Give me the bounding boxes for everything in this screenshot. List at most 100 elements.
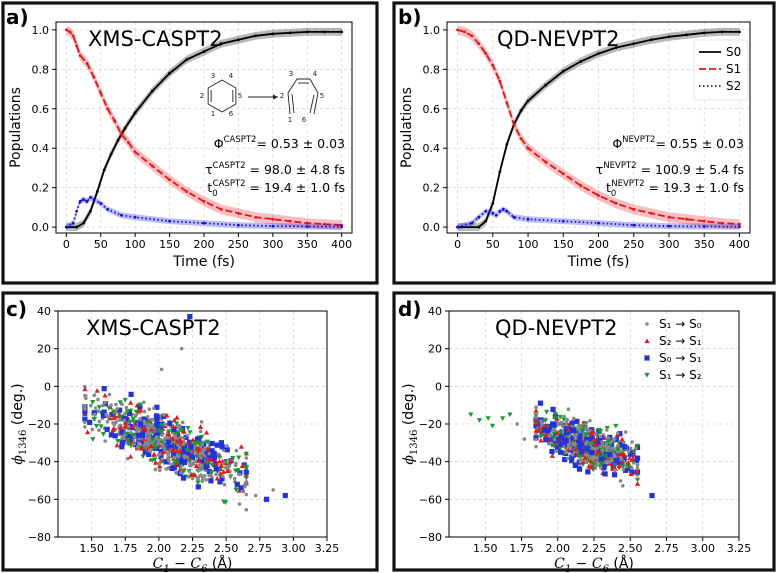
scatter-point-square — [135, 432, 142, 438]
point-S1 — [491, 63, 495, 67]
scatter-point-triangle-up — [157, 463, 163, 469]
scatter-point-triangle-down — [173, 431, 180, 437]
annotation-1: τNEVPT2 = 100.9 ± 5.4 fs — [596, 161, 744, 177]
point-S1 — [185, 190, 189, 193]
annotation-symbol: τ — [596, 162, 604, 177]
atom-number: 2 — [280, 92, 284, 100]
point-S1 — [271, 217, 275, 221]
scatter-point-square — [167, 420, 173, 426]
scatter-point-square — [158, 449, 164, 455]
x-axis-title: C1 − C6 (Å) — [554, 555, 634, 573]
scatter-point-outlier — [468, 412, 474, 418]
scatter-point-triangle-down — [576, 454, 582, 460]
scatter-point-circle — [600, 441, 605, 445]
point-S0 — [237, 38, 240, 42]
y-tick-label: 0.8 — [32, 63, 50, 76]
scatter-point-circle — [619, 457, 624, 462]
scatter-point-triangle-up — [593, 442, 599, 447]
scatter-point-circle — [147, 448, 152, 452]
scatter-point-triangle-down — [151, 443, 158, 448]
scatter-point-circle — [565, 417, 570, 422]
scatter-point-square — [563, 438, 569, 444]
scatter-point-circle — [123, 411, 128, 416]
scatter-point-triangle-down — [179, 428, 185, 433]
scatter-point-triangle-up — [579, 452, 585, 457]
point-S2 — [271, 224, 275, 228]
scatter-point-square — [623, 467, 629, 473]
x-tick-label: 3.00 — [281, 542, 306, 555]
y-tick-label: 0.0 — [423, 221, 441, 234]
y-title-unit: (deg.) — [401, 383, 417, 429]
scatter-point-triangle-up — [122, 420, 128, 425]
annotation-symbol: Φ — [612, 136, 622, 151]
scatter-point-circle — [214, 472, 218, 477]
scatter-point-circle — [121, 436, 126, 441]
x-axis-title: C1 − C6 (Å) — [153, 555, 233, 573]
scatter-point-triangle-up — [177, 448, 183, 454]
scatter-point-outlier — [489, 423, 496, 429]
point-S0 — [323, 30, 326, 34]
scatter-point-square — [234, 481, 240, 487]
point-S1 — [99, 91, 103, 95]
x-tick-label: 100 — [125, 238, 146, 251]
scatter-point-square — [186, 439, 193, 445]
scatter-point-triangle-down — [581, 425, 587, 430]
point-S2 — [501, 207, 505, 211]
scatter-point-triangle-down — [561, 417, 567, 423]
point-S1 — [254, 215, 258, 219]
point-S1 — [614, 202, 618, 205]
scatter-point-square — [619, 442, 625, 448]
scatter-point-square — [217, 479, 223, 485]
scatter-point-triangle-down — [195, 480, 201, 486]
scatter-point-circle — [203, 446, 207, 450]
point-S2 — [75, 209, 79, 213]
x-tick-label: 1.50 — [79, 542, 104, 555]
scatter-point-triangle-up — [533, 417, 539, 422]
point-S1 — [702, 219, 706, 223]
scatter-point-triangle-down — [133, 409, 139, 415]
scatter-point-triangle-down — [204, 439, 210, 445]
scatter-point-square — [569, 458, 575, 464]
scatter-point-circle — [83, 393, 87, 398]
scatter-point-triangle-up — [138, 407, 144, 413]
scatter-point-triangle-up — [543, 432, 549, 438]
scatter-point-square — [598, 456, 605, 462]
scatter-point-square — [126, 410, 133, 416]
scatter-point-circle — [90, 427, 95, 432]
scatter-point-circle — [613, 468, 617, 473]
point-S0 — [498, 170, 502, 174]
scatter-point-triangle-down — [125, 441, 131, 447]
scatter-point-circle — [158, 468, 162, 473]
scatter-point-circle — [562, 414, 566, 419]
y-tick-label: −40 — [419, 456, 442, 469]
point-S0 — [579, 60, 583, 63]
scatter-point-triangle-up — [629, 457, 635, 462]
y-tick-label: 1.0 — [423, 24, 441, 37]
point-S0 — [738, 30, 741, 34]
point-S2 — [92, 198, 96, 201]
scatter-point-circle — [573, 436, 578, 441]
scatter-point-square — [572, 462, 578, 469]
scatter-point-circle — [96, 397, 100, 402]
point-S0 — [614, 46, 618, 50]
annotation-sup: NEVPT2 — [622, 135, 655, 145]
legend-marker-circle — [645, 322, 649, 326]
scatter-point-circle — [591, 457, 595, 462]
scatter-point-triangle-down — [144, 420, 151, 426]
scatter-point-triangle-up — [197, 424, 204, 429]
scatter-point-triangle-up — [239, 463, 245, 469]
scatter-point-triangle-down — [236, 455, 242, 461]
x-tick-label: 2.75 — [248, 542, 273, 555]
scatter-point-square — [238, 485, 244, 491]
method-title: XMS-CASPT2 — [86, 316, 221, 340]
point-S2 — [89, 196, 92, 199]
atom-number: 6 — [229, 110, 234, 118]
y-tick-label: −60 — [419, 493, 442, 506]
legend-marker-triangle-up — [644, 338, 650, 344]
scatter-point-circle — [144, 435, 148, 440]
scatter-point-triangle-up — [94, 388, 100, 393]
scatter-point-square — [127, 424, 134, 430]
scatter-point-square — [209, 440, 215, 447]
point-S0 — [271, 32, 275, 36]
scatter-point-triangle-up — [535, 428, 541, 433]
